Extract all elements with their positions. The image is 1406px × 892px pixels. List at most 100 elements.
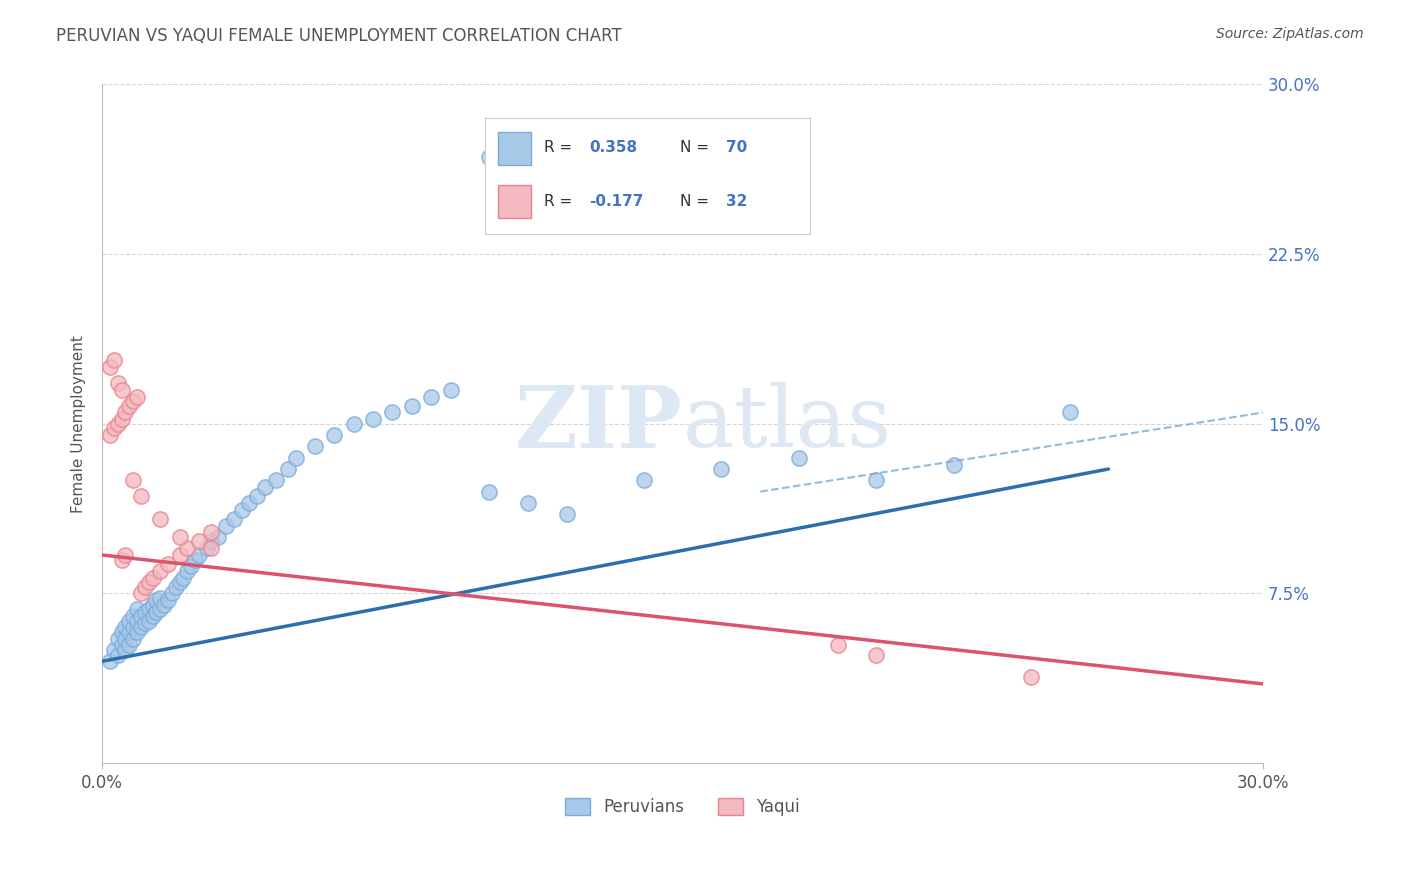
Point — [165, 580, 187, 594]
Point — [134, 615, 156, 630]
Text: PERUVIAN VS YAQUI FEMALE UNEMPLOYMENT CORRELATION CHART: PERUVIAN VS YAQUI FEMALE UNEMPLOYMENT CO… — [56, 27, 621, 45]
Point — [865, 474, 887, 488]
Point — [200, 541, 222, 556]
Point — [169, 530, 191, 544]
Point — [478, 484, 501, 499]
Point — [149, 602, 172, 616]
Point — [110, 639, 132, 653]
Point — [110, 412, 132, 426]
Point — [253, 480, 276, 494]
Point — [942, 458, 965, 472]
Point — [865, 648, 887, 662]
Point — [114, 620, 136, 634]
Text: atlas: atlas — [683, 382, 891, 466]
Point — [129, 620, 152, 634]
Point — [122, 474, 145, 488]
Point — [827, 639, 849, 653]
Point — [516, 496, 538, 510]
Point — [118, 639, 141, 653]
Point — [98, 428, 121, 442]
Point — [114, 548, 136, 562]
Point — [138, 575, 160, 590]
Legend: Peruvians, Yaqui: Peruvians, Yaqui — [558, 791, 807, 822]
Point — [122, 632, 145, 646]
Point — [169, 548, 191, 562]
Point — [323, 428, 346, 442]
Point — [138, 614, 160, 628]
Point — [215, 518, 238, 533]
Point — [110, 624, 132, 639]
Point — [381, 405, 404, 419]
Point — [176, 564, 198, 578]
Point — [114, 643, 136, 657]
Point — [134, 580, 156, 594]
Point — [110, 552, 132, 566]
Point — [145, 605, 167, 619]
Point — [222, 512, 245, 526]
Point — [401, 399, 423, 413]
Point — [145, 593, 167, 607]
Point — [787, 450, 810, 465]
Point — [118, 614, 141, 628]
Point — [710, 462, 733, 476]
Point — [200, 534, 222, 549]
Point — [420, 390, 443, 404]
Point — [277, 462, 299, 476]
Point — [141, 598, 163, 612]
Point — [114, 632, 136, 646]
Point — [555, 508, 578, 522]
Point — [138, 602, 160, 616]
Point — [180, 559, 202, 574]
Point — [141, 571, 163, 585]
Point — [103, 421, 125, 435]
Point — [118, 624, 141, 639]
Point — [114, 405, 136, 419]
Point — [149, 591, 172, 605]
Point — [361, 412, 384, 426]
Point — [125, 390, 148, 404]
Point — [156, 593, 179, 607]
Point — [176, 541, 198, 556]
Point — [284, 450, 307, 465]
Point — [122, 394, 145, 409]
Point — [129, 609, 152, 624]
Point — [439, 383, 461, 397]
Point — [343, 417, 366, 431]
Point — [122, 620, 145, 634]
Y-axis label: Female Unemployment: Female Unemployment — [72, 334, 86, 513]
Point — [1019, 670, 1042, 684]
Point — [122, 609, 145, 624]
Point — [238, 496, 260, 510]
Point — [103, 643, 125, 657]
Point — [188, 534, 211, 549]
Point — [207, 530, 229, 544]
Point — [246, 489, 269, 503]
Point — [188, 548, 211, 562]
Point — [169, 575, 191, 590]
Point — [156, 557, 179, 571]
Point — [129, 489, 152, 503]
Point — [633, 474, 655, 488]
Point — [200, 525, 222, 540]
Point — [125, 624, 148, 639]
Point — [98, 360, 121, 375]
Point — [107, 648, 129, 662]
Point — [266, 474, 288, 488]
Point — [110, 383, 132, 397]
Point — [125, 602, 148, 616]
Point — [184, 552, 207, 566]
Point — [103, 353, 125, 368]
Point — [129, 586, 152, 600]
Point — [149, 512, 172, 526]
Point — [478, 150, 501, 164]
Point — [160, 586, 183, 600]
Point — [231, 502, 253, 516]
Point — [107, 632, 129, 646]
Point — [172, 571, 194, 585]
Point — [1059, 405, 1081, 419]
Point — [98, 654, 121, 668]
Point — [149, 564, 172, 578]
Point — [107, 376, 129, 390]
Point — [118, 399, 141, 413]
Point — [107, 417, 129, 431]
